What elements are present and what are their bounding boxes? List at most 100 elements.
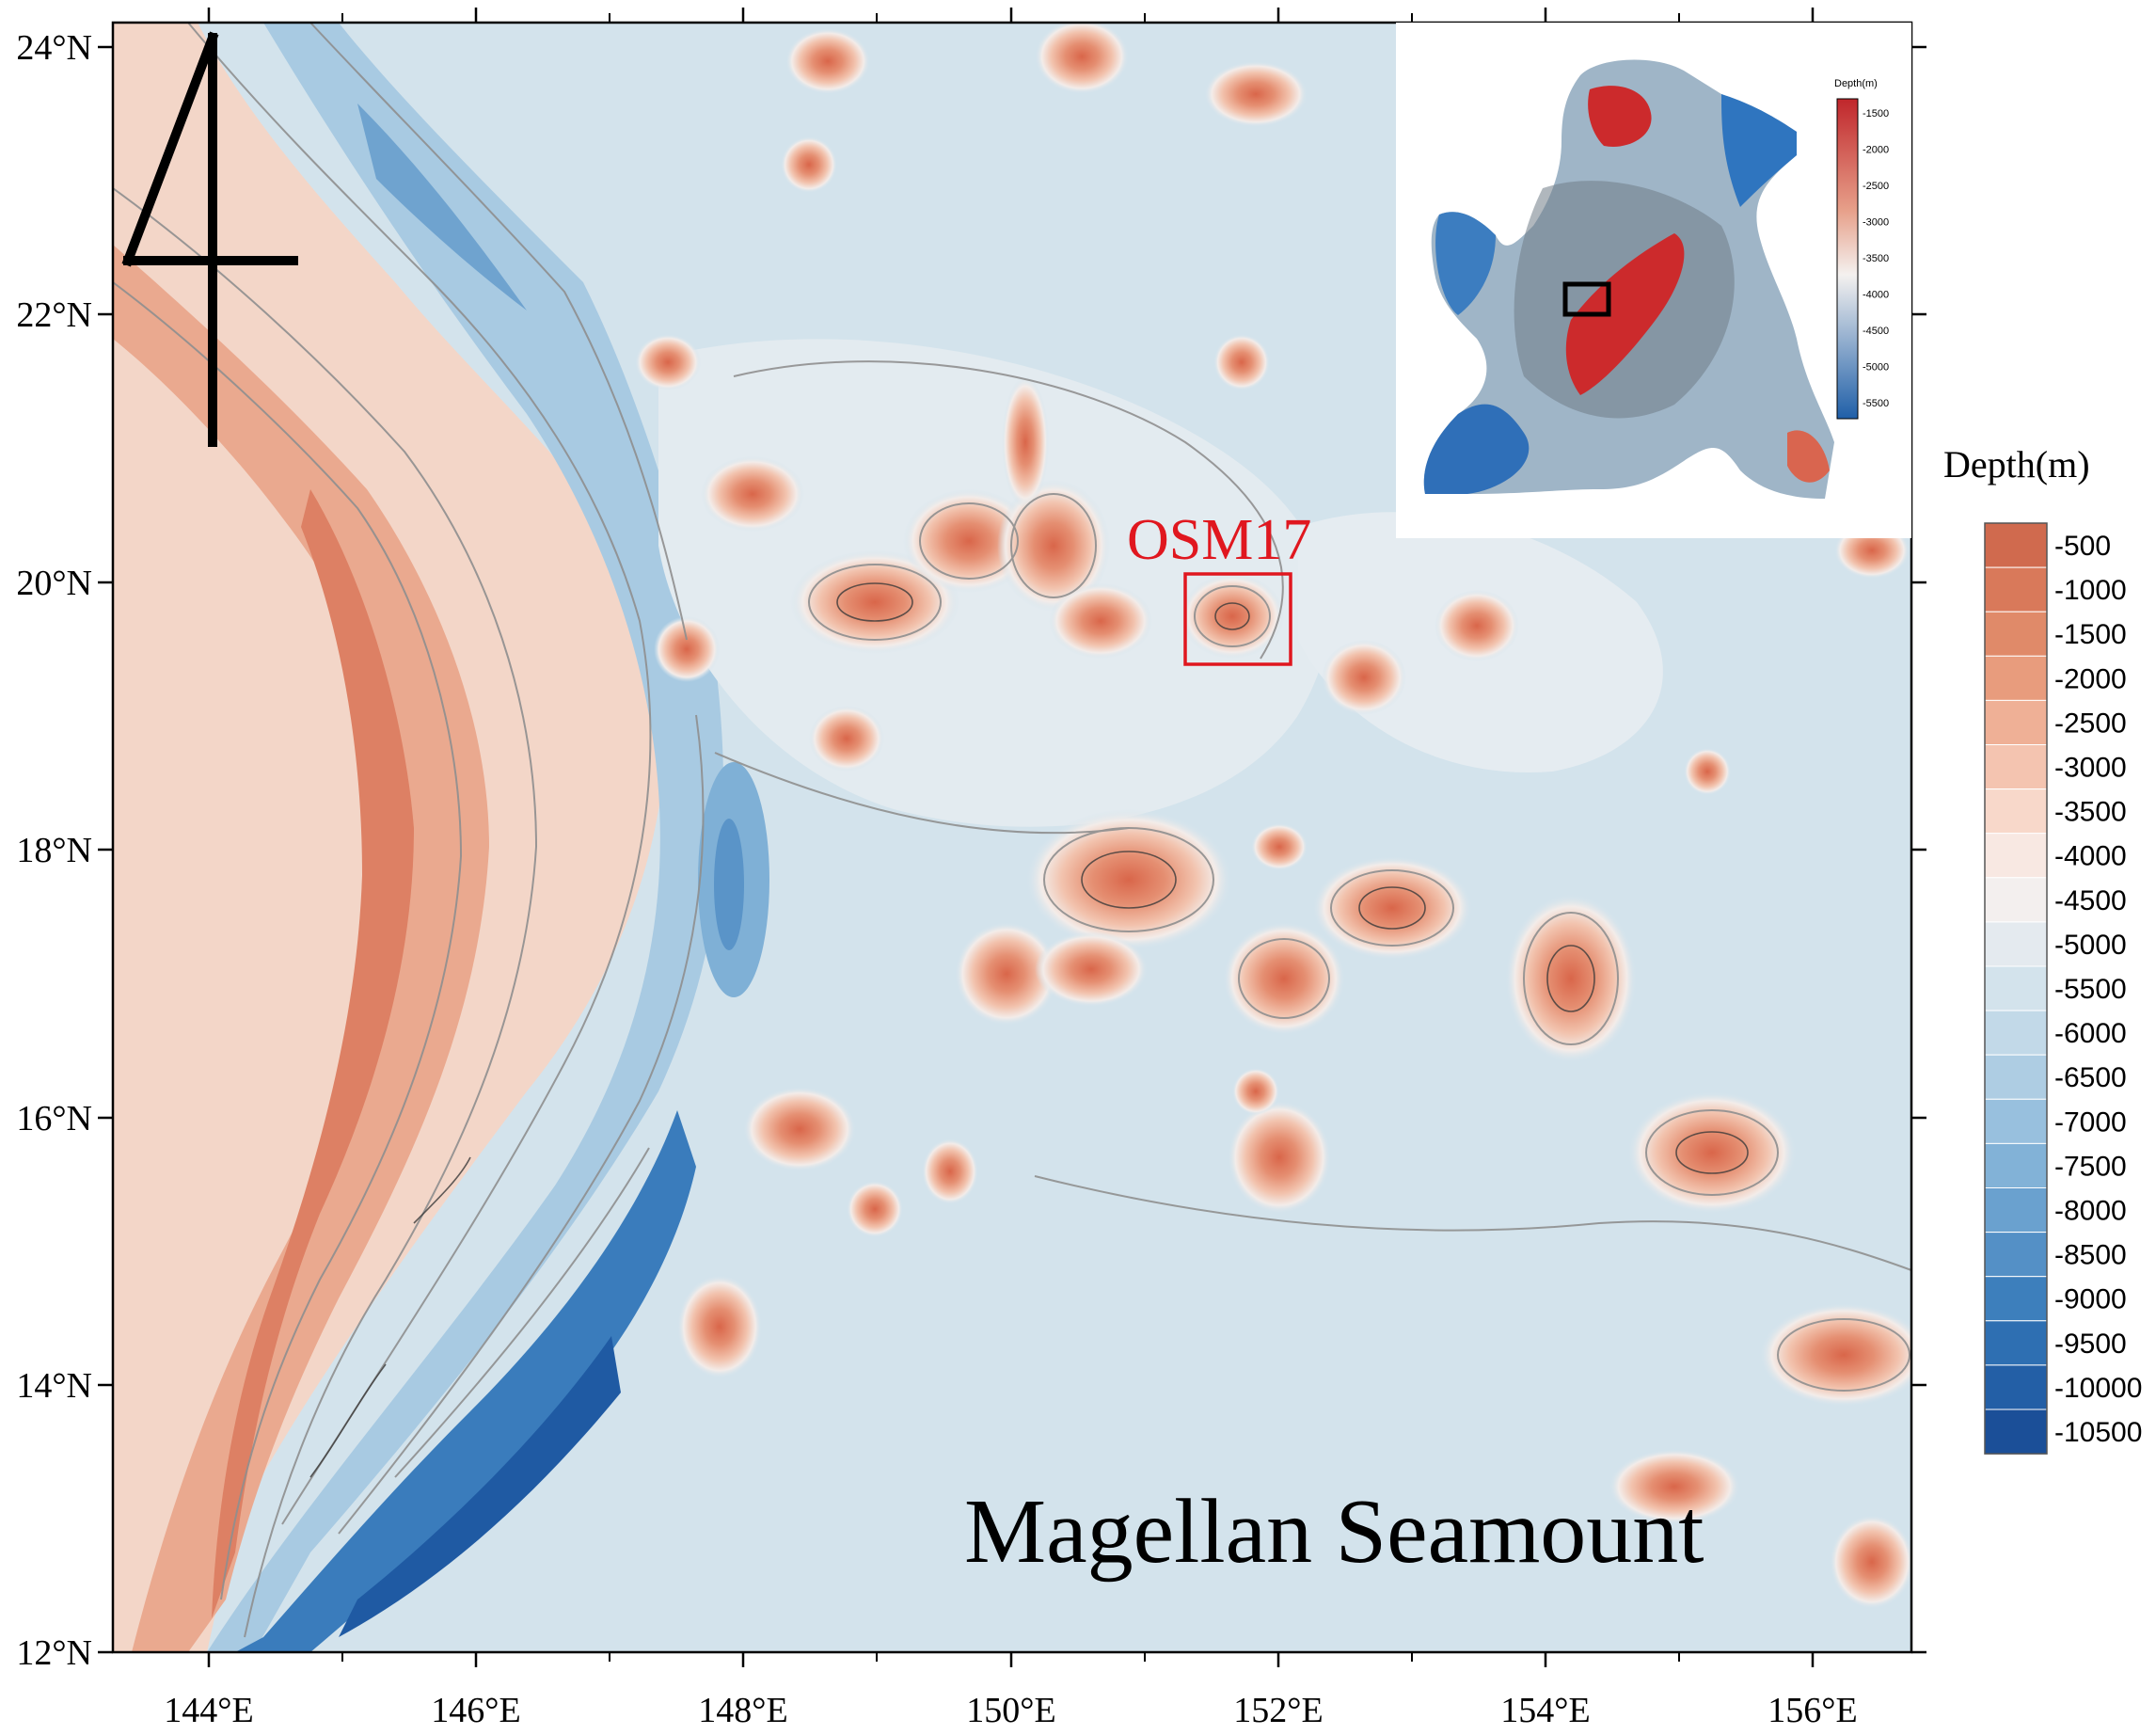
- legend-label: -4500: [2054, 885, 2127, 916]
- legend-label: -2000: [2054, 663, 2127, 694]
- legend-swatch: [1984, 1010, 2048, 1056]
- seamount: [1035, 931, 1148, 1007]
- legend-swatch: [1984, 877, 2048, 923]
- mariana-ridge-core: [113, 245, 489, 1652]
- legend-title: Depth(m): [1943, 443, 2090, 485]
- inset-site-box: [1562, 281, 1611, 317]
- seamount: [1312, 856, 1472, 960]
- legend-swatch: [1984, 1409, 2048, 1455]
- legend-swatch: [1984, 1098, 2048, 1144]
- seamount: [790, 550, 959, 654]
- legend-label: -3000: [2054, 753, 2127, 784]
- legend-swatch: [1984, 699, 2048, 746]
- legend-swatch: [1984, 566, 2048, 613]
- inset-colorbar-label: -4500: [1863, 326, 1889, 337]
- seamount: [781, 136, 837, 193]
- inset-summit-southeast: [1787, 430, 1830, 483]
- legend-label: -4000: [2054, 841, 2127, 872]
- lat-label: 18°N: [16, 831, 92, 870]
- inset-colorbar-label: -2500: [1863, 181, 1889, 192]
- osm17-site-box: [1183, 572, 1292, 666]
- inset-colorbar-label: -4000: [1863, 290, 1889, 301]
- inset-colorbar-label: -2000: [1863, 145, 1889, 156]
- legend-frame: [1984, 522, 2048, 1455]
- seamount: [1322, 640, 1406, 715]
- lon-label: 152°E: [1233, 1691, 1323, 1730]
- contour-lines: [113, 23, 1911, 1638]
- seamount: [701, 456, 804, 532]
- inset-colorbar-label: -5000: [1863, 362, 1889, 374]
- lon-label: 154°E: [1500, 1691, 1590, 1730]
- map-title: Magellan Seamount: [964, 1481, 1704, 1583]
- seamount: [743, 1087, 856, 1171]
- seamount: [1830, 1515, 1911, 1609]
- legend-swatch: [1984, 965, 2048, 1011]
- lon-label: 156°E: [1768, 1691, 1857, 1730]
- seamount: [1228, 1101, 1331, 1214]
- legend-label: -6500: [2054, 1062, 2127, 1093]
- seamount: [677, 1275, 762, 1378]
- seamount: [997, 480, 1110, 612]
- legend-label: -10000: [2054, 1373, 2142, 1404]
- seamount: [1627, 1091, 1797, 1214]
- lon-label: 144°E: [164, 1691, 253, 1730]
- legend-label: -9000: [2054, 1284, 2127, 1315]
- inset-deep-northeast: [1721, 94, 1797, 207]
- legend-swatch: [1984, 1232, 2048, 1278]
- trench-basin-18n-core: [714, 819, 744, 950]
- ridge-crest: [212, 489, 414, 1618]
- legend-label: -6000: [2054, 1018, 2127, 1049]
- seamount-group: [635, 23, 1911, 1609]
- legend-swatch: [1984, 522, 2048, 568]
- seamount: [1213, 334, 1270, 390]
- seamount: [1251, 823, 1308, 870]
- inset-colorbar-label: -5500: [1863, 398, 1889, 409]
- legend-label: -8000: [2054, 1196, 2127, 1227]
- seamount: [1684, 748, 1731, 795]
- seamount: [1049, 583, 1152, 659]
- inset-summit-north: [1588, 86, 1652, 147]
- inset-colorbar-title: Depth(m): [1834, 78, 1878, 89]
- seamount: [1505, 894, 1637, 1063]
- north-arrow-icon: [121, 31, 298, 447]
- inset-deep-southwest: [1423, 404, 1530, 494]
- seamount: [922, 1138, 978, 1204]
- inset-colorbar: [1836, 98, 1859, 420]
- lat-label: 14°N: [16, 1366, 92, 1406]
- latitude-axis: 24°N 22°N 20°N 18°N 16°N 14°N 12°N: [16, 28, 1926, 1673]
- lon-label: 150°E: [966, 1691, 1055, 1730]
- legend-label: -7000: [2054, 1106, 2127, 1138]
- legend-label: -3500: [2054, 797, 2127, 828]
- north-symbol-text: 4: [0, 0, 8, 4]
- inset-colorbar-label: -3500: [1863, 253, 1889, 264]
- seamount: [955, 922, 1058, 1026]
- inset-colorbar-labels: -1500 -2000 -2500 -3000 -3500 -4000 -4500 -5000…: [1863, 108, 1889, 409]
- legend-label: -1000: [2054, 575, 2127, 606]
- trench-deepest: [339, 1336, 621, 1637]
- legend-label: -2500: [2054, 708, 2127, 739]
- legend-label: -8500: [2054, 1240, 2127, 1271]
- inset-colorbar-label: -1500: [1863, 108, 1889, 119]
- seamount: [847, 1181, 903, 1237]
- legend-swatch: [1984, 1320, 2048, 1366]
- lat-label: 12°N: [16, 1633, 92, 1673]
- seamount: [809, 706, 884, 772]
- inset-deep-west: [1435, 212, 1496, 315]
- legend-swatch: [1984, 1054, 2048, 1100]
- legend-swatch: [1984, 611, 2048, 657]
- legend-label: -1500: [2054, 619, 2127, 650]
- legend-swatch: [1984, 1187, 2048, 1234]
- lon-label: 148°E: [698, 1691, 787, 1730]
- legend-label: -10500: [2054, 1417, 2142, 1448]
- legend-swatch: [1984, 833, 2048, 879]
- seamount: [1204, 61, 1308, 127]
- seamount: [635, 334, 701, 390]
- lon-label: 146°E: [431, 1691, 520, 1730]
- seamount: [1232, 1068, 1279, 1115]
- osm17-label: OSM17: [1127, 508, 1311, 572]
- legend-swatch: [1984, 744, 2048, 790]
- legend-swatch: [1984, 788, 2048, 835]
- legend-label: -5500: [2054, 974, 2127, 1005]
- seamount: [1609, 1449, 1740, 1524]
- legend-swatch: [1984, 1364, 2048, 1410]
